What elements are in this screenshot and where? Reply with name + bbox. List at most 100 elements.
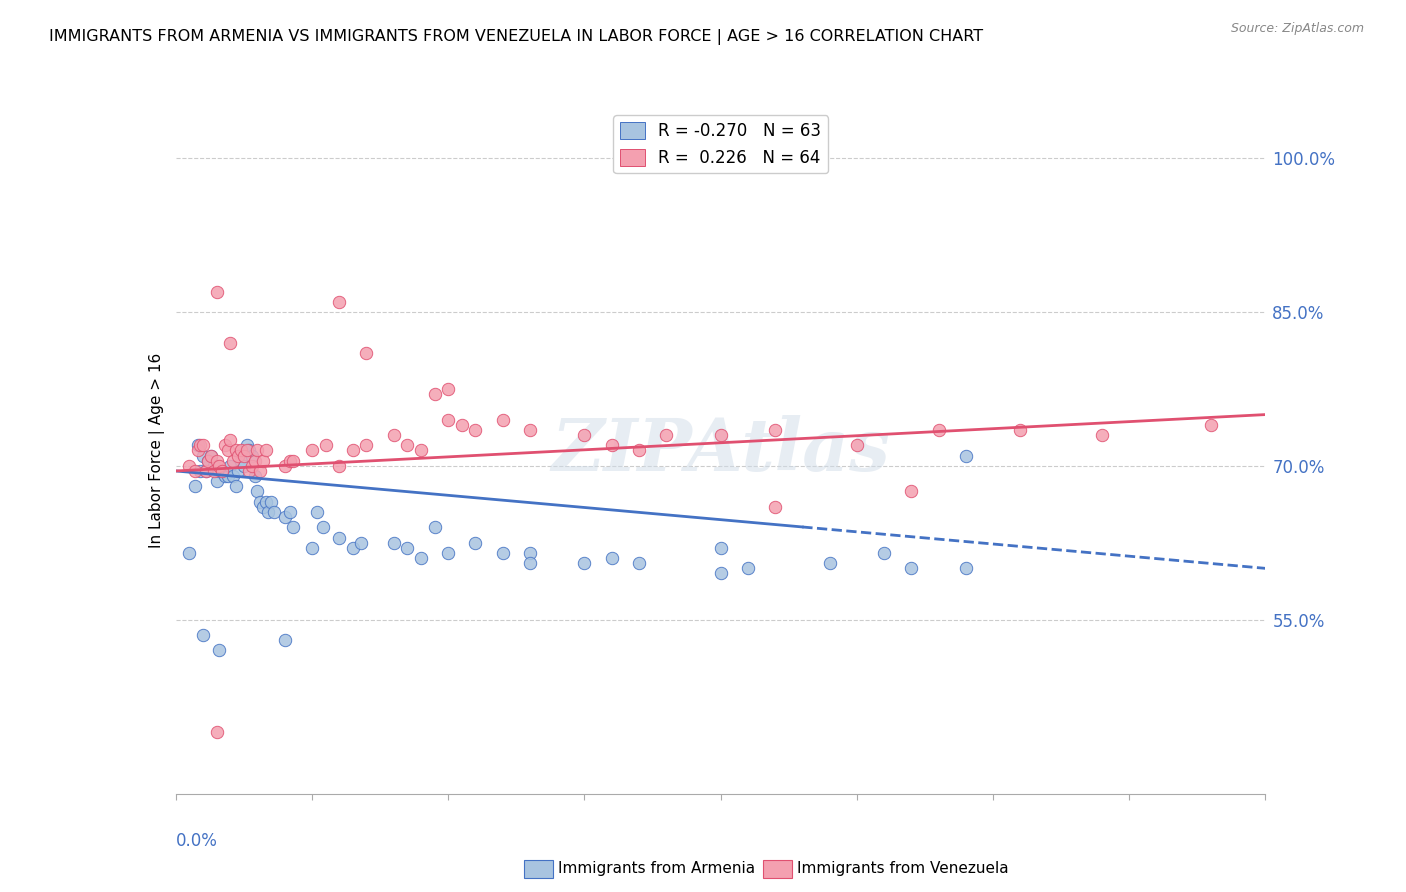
Point [202,464,225,478]
Point [197,453,219,467]
Point [179,458,201,473]
Point [710,428,733,442]
Point [437,382,460,396]
Point [205,285,228,299]
Point [278,505,301,519]
Point [627,556,650,570]
Point [328,531,350,545]
Point [519,556,541,570]
Point [208,458,231,473]
Point [205,453,228,467]
Point [409,443,432,458]
Point [710,541,733,555]
Point [464,535,486,549]
Point [235,438,257,452]
Point [342,443,364,458]
Point [200,449,222,463]
Point [574,556,596,570]
Point [232,449,254,463]
Point [243,469,266,483]
Legend: R = -0.270   N = 63, R =  0.226   N = 64: R = -0.270 N = 63, R = 0.226 N = 64 [613,115,828,173]
Point [211,464,233,478]
Text: Immigrants from Armenia: Immigrants from Armenia [558,862,755,876]
Point [194,464,217,478]
Point [312,520,335,534]
Point [217,469,239,483]
Text: Source: ZipAtlas.com: Source: ZipAtlas.com [1230,22,1364,36]
Point [655,428,678,442]
Point [627,443,650,458]
Point [519,546,541,560]
Point [188,438,211,452]
Point [328,294,350,309]
Text: ZIPAtlas: ZIPAtlas [551,415,890,486]
Point [1091,428,1114,442]
Point [228,449,250,463]
Point [900,561,922,575]
Point [191,438,214,452]
Point [202,458,225,473]
Point [179,546,201,560]
Point [252,500,274,514]
Point [437,546,460,560]
Point [873,546,896,560]
Text: Immigrants from Venezuela: Immigrants from Venezuela [797,862,1010,876]
Point [200,449,222,463]
Point [763,423,786,437]
Point [260,494,283,508]
Point [217,443,239,458]
Point [252,453,274,467]
Point [228,464,250,478]
Point [437,413,460,427]
Point [492,413,515,427]
Point [328,458,350,473]
Point [238,443,260,458]
Point [356,438,378,452]
Point [225,479,247,493]
Point [315,438,337,452]
Point [188,464,211,478]
Point [274,458,297,473]
Point [191,449,214,463]
Point [254,494,277,508]
Point [254,443,277,458]
Point [184,464,207,478]
Point [600,438,623,452]
Point [278,453,301,467]
Point [232,458,254,473]
Point [219,434,242,448]
Point [464,423,486,437]
Point [240,458,263,473]
Point [214,438,236,452]
Point [356,346,378,360]
Point [1010,423,1032,437]
Point [1199,417,1222,432]
Point [208,464,231,478]
Point [342,541,364,555]
Point [737,561,759,575]
Point [231,443,253,458]
Point [184,479,207,493]
Point [423,387,446,401]
Point [382,428,405,442]
Point [710,566,733,581]
Point [301,443,323,458]
Point [219,458,242,473]
Point [845,438,868,452]
Point [191,628,214,642]
Point [307,505,329,519]
Point [301,541,323,555]
Point [246,484,269,499]
Point [194,464,217,478]
Point [235,443,257,458]
Point [574,428,596,442]
Point [382,535,405,549]
Point [274,510,297,524]
Point [205,725,228,739]
Point [246,443,269,458]
Point [519,423,541,437]
Point [225,443,247,458]
Point [450,417,472,432]
Point [955,449,977,463]
Point [409,551,432,566]
